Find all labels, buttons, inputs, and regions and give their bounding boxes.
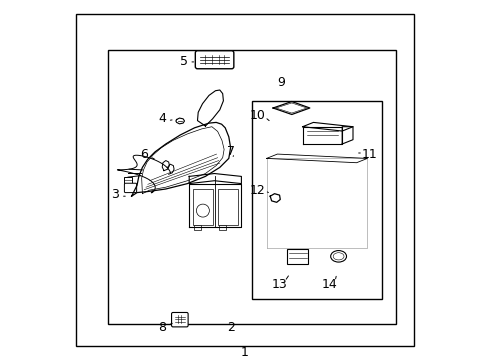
Text: 6: 6 [140,148,148,161]
Bar [252,101,382,299]
Text: 5: 5 [180,55,188,68]
Bar [288,249,308,264]
Text: 1: 1 [241,346,249,359]
Bar [219,225,226,230]
Text: 13: 13 [271,278,287,291]
Text: 10: 10 [250,109,266,122]
Ellipse shape [333,253,344,260]
Text: 3: 3 [111,188,120,201]
Text: 9: 9 [277,76,285,89]
Text: 4: 4 [158,112,166,125]
Bar [108,50,396,324]
Text: 2: 2 [227,321,235,334]
Text: 12: 12 [250,184,266,197]
Bar [193,189,213,225]
Bar [194,225,201,230]
Text: 8: 8 [158,321,166,334]
Text: 14: 14 [322,278,338,291]
Bar [123,177,132,184]
FancyBboxPatch shape [196,51,234,69]
FancyBboxPatch shape [172,312,188,327]
Text: 7: 7 [226,145,235,158]
Ellipse shape [331,251,346,262]
FancyBboxPatch shape [124,183,137,193]
Bar [218,189,238,225]
Text: 11: 11 [361,148,377,161]
